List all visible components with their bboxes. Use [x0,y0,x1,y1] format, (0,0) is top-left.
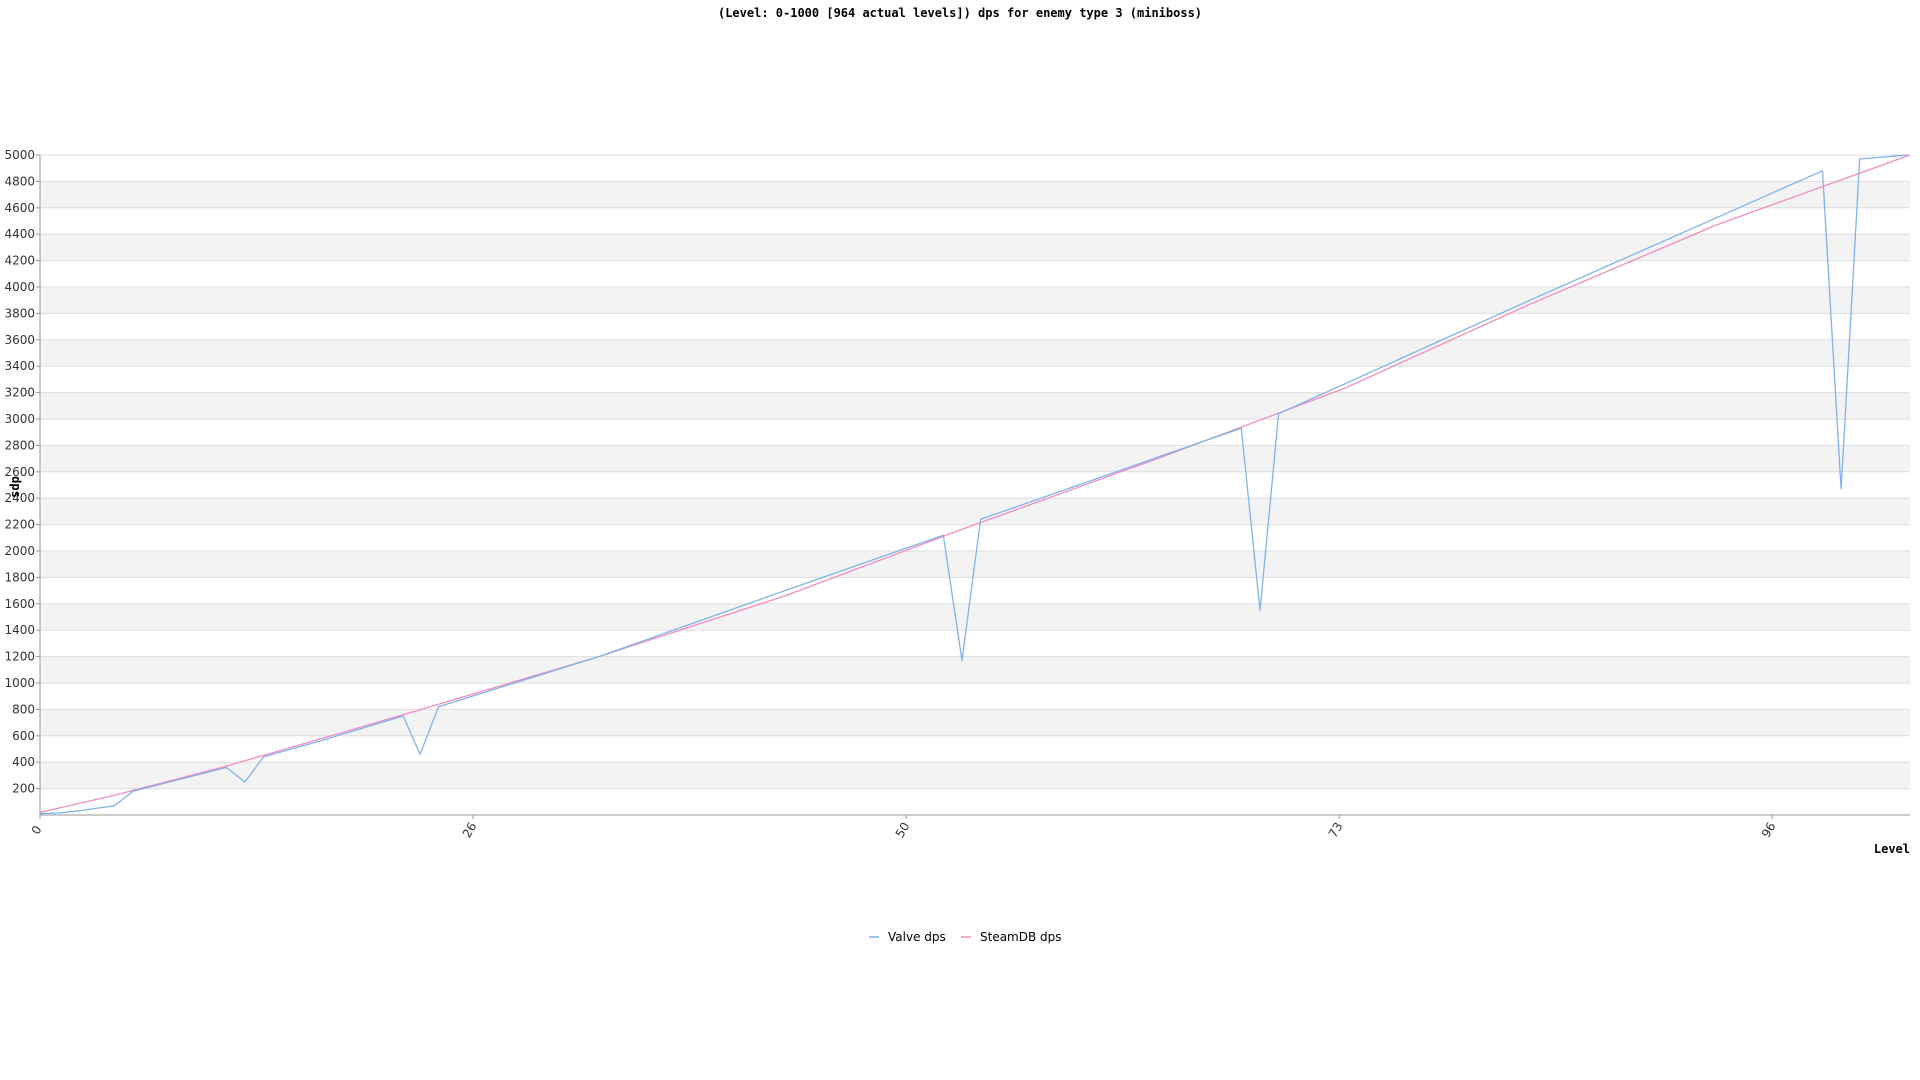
x-axis-ticks: 0 26 50 73 96 [29,815,1779,840]
x-tick-label: 96 [1759,820,1779,840]
y-tick-label: 1800 [4,570,35,584]
grid-band [40,234,1910,261]
y-tick-label: 2200 [4,518,35,532]
grid-band [40,207,1910,235]
x-tick-label: 50 [893,820,913,840]
y-tick-label: 2000 [4,544,35,558]
grid-band [40,313,1910,340]
grid-band [40,392,1910,419]
y-tick-label: 3200 [4,386,35,400]
grid-band [40,471,1910,499]
series-lines [39,154,1911,815]
y-tick-label: 2600 [4,465,35,479]
y-tick-label: 600 [12,729,35,743]
y-tick-label: 4000 [4,280,35,294]
grid-band [40,577,1910,604]
grid-band [40,762,1910,789]
legend-label-steamdb: SteamDB dps [980,930,1062,944]
grid-band [40,603,1910,631]
x-axis-label: Level [1874,842,1910,856]
x-tick-label: 73 [1326,820,1346,840]
grid-band [40,735,1910,763]
y-tick-label: 3800 [4,306,35,320]
y-tick-label: 4600 [4,201,35,215]
plot-background [40,154,1910,815]
y-tick-label: 1200 [4,650,35,664]
y-tick-label: 400 [12,755,35,769]
y-tick-label: 2800 [4,438,35,452]
grid-band [40,709,1910,736]
grid-band [40,788,1910,815]
grid-band [40,339,1910,367]
y-tick-label: 4400 [4,227,35,241]
grid-band [40,498,1910,525]
y-tick-label: 200 [12,782,35,796]
grid-band [40,630,1910,657]
y-tick-label: 1600 [4,597,35,611]
y-tick-label: 1400 [4,623,35,637]
y-tick-label: 4800 [4,174,35,188]
grid-band [40,260,1910,287]
y-tick-label: 4200 [4,254,35,268]
y-tick-label: 3400 [4,359,35,373]
grid-band [40,419,1910,446]
y-axis-ticks: 200 400 600 800 1000 1200 1400 1600 1800 2000 2200… [4,148,40,796]
y-tick-label: 1000 [4,676,35,690]
y-tick-label: 5000 [4,148,35,162]
y-tick-label: 3600 [4,333,35,347]
legend-label-valve: Valve dps [888,930,946,944]
series-line-steamdb [39,154,1911,814]
y-axis-label: dps [9,476,23,498]
grid-band [40,524,1910,551]
x-tick-label: 0 [29,823,45,837]
grid-band [40,287,1910,314]
series-line-valve [39,154,1909,815]
grid-band [40,445,1910,472]
grid-band [40,683,1910,710]
grid-band [40,181,1910,208]
legend: Valve dps SteamDB dps [869,930,1062,944]
grid-band [40,366,1910,393]
y-tick-label: 800 [12,702,35,716]
grid-band [40,656,1910,683]
grid-band [40,155,1910,182]
y-tick-label: 2400 [4,491,35,505]
chart-title: (Level: 0-1000 [964 actual levels]) dps … [718,6,1202,20]
x-tick-label: 26 [460,820,480,840]
y-tick-label: 3000 [4,412,35,426]
